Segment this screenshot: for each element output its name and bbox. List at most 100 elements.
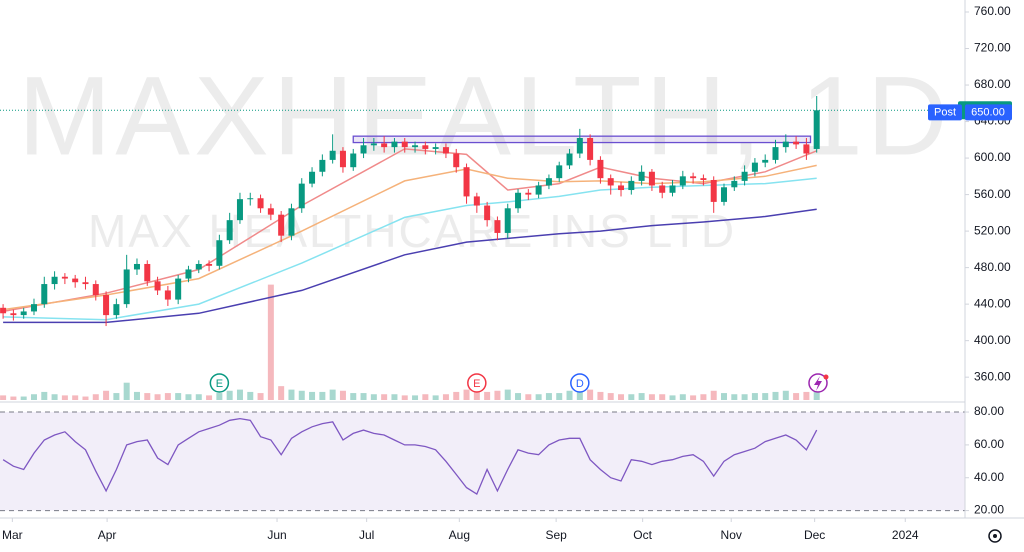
candle-body	[226, 220, 233, 241]
volume-bar	[535, 394, 542, 400]
candle-body	[422, 145, 429, 149]
candle-body	[247, 198, 254, 200]
candle-body	[597, 159, 604, 179]
volume-bar	[216, 393, 223, 400]
volume-bar	[41, 391, 48, 400]
volume-bar	[566, 390, 573, 400]
candle-body	[113, 304, 120, 316]
candle-body	[463, 167, 470, 197]
candle-body	[309, 171, 316, 184]
volume-bar	[556, 393, 563, 400]
candle-body	[175, 278, 182, 300]
gear-icon[interactable]	[988, 529, 1002, 543]
volume-bar	[494, 390, 501, 400]
lightning-icon	[814, 376, 822, 391]
gear-center	[993, 534, 997, 538]
volume-bar	[504, 389, 511, 400]
volume-bar	[103, 390, 110, 400]
event-label: E	[473, 378, 480, 390]
candle-body	[669, 185, 676, 193]
volume-bar	[751, 393, 758, 400]
candle-body	[185, 269, 192, 279]
candle-body	[504, 208, 511, 233]
x-tick-label: Apr	[98, 528, 117, 542]
volume-bar	[690, 395, 697, 400]
event-label: E	[216, 378, 223, 390]
settings-button[interactable]	[988, 529, 1002, 543]
candle-body	[360, 145, 367, 154]
lightning-event[interactable]	[808, 373, 829, 393]
volume-bar	[648, 394, 655, 400]
y-tick-label: 560.00	[974, 187, 1011, 201]
y-tick-label: 680.00	[974, 77, 1011, 91]
event-marker[interactable]	[467, 373, 487, 393]
volume-bar	[360, 393, 367, 400]
volume-bar	[484, 391, 491, 400]
x-tick-label: Jun	[267, 528, 286, 542]
candle-body	[484, 205, 491, 221]
post-tag	[928, 104, 962, 121]
volume-bar	[206, 395, 213, 400]
candle-body	[51, 276, 58, 285]
candle-body	[206, 263, 213, 266]
y-tick-label: 360.00	[974, 369, 1011, 383]
candle-body	[679, 176, 686, 186]
candle-body	[618, 185, 625, 191]
volume-bar	[525, 394, 532, 400]
volume-bar	[329, 389, 336, 400]
y-tick-label: 720.00	[974, 41, 1011, 55]
volume-bar	[803, 391, 810, 400]
rsi-band	[0, 412, 965, 511]
candle-body	[236, 199, 243, 221]
y-tick-label: 400.00	[974, 333, 1011, 347]
volume-bar	[298, 390, 305, 400]
volume-bar	[72, 395, 79, 400]
event-dot	[823, 374, 829, 380]
candle-body	[401, 141, 408, 148]
y-tick-label: 600.00	[974, 150, 1011, 164]
candle-body	[566, 153, 573, 166]
volume-bar	[669, 395, 676, 400]
volume-bar	[813, 386, 820, 400]
candle-body	[257, 198, 264, 209]
volume-bar	[113, 393, 120, 400]
volume-bar	[412, 395, 419, 400]
candle-body	[793, 141, 800, 145]
volume-bar	[793, 393, 800, 400]
volume-bar	[164, 393, 171, 400]
volume-bar	[185, 394, 192, 400]
candle-body	[700, 178, 707, 180]
candle-body	[535, 185, 542, 195]
candle-body	[30, 304, 37, 312]
event-marker[interactable]	[570, 373, 590, 393]
x-tick-label: Oct	[633, 528, 652, 542]
x-tick-label: Sep	[545, 528, 567, 542]
volume-bar	[710, 390, 717, 400]
rsi-y-tick-label: 20.00	[974, 503, 1004, 517]
candle-body	[432, 147, 439, 149]
volume-bar	[638, 393, 645, 400]
candle-body	[556, 165, 563, 179]
post-price-tag	[965, 104, 1012, 121]
volume-bar	[545, 393, 552, 400]
candle-body	[391, 141, 398, 148]
event-marker[interactable]	[209, 373, 230, 393]
candle-body	[103, 295, 110, 316]
volume-bar	[0, 395, 7, 400]
volume-bar	[422, 394, 429, 400]
post-label: Post	[934, 106, 956, 118]
candle-body	[731, 180, 738, 188]
watermark-name: MAX HEALTHCARE INS LTD	[88, 205, 736, 257]
volume-bar	[288, 389, 295, 400]
volume-bar	[30, 394, 37, 400]
candle-body	[690, 176, 697, 179]
candle-body	[329, 150, 336, 160]
candle-body	[195, 263, 202, 270]
rsi-y-tick-label: 60.00	[974, 437, 1004, 451]
candle-body	[525, 192, 532, 195]
candle-body	[350, 153, 357, 168]
candle-body	[133, 263, 140, 270]
volume-bar	[473, 390, 480, 400]
candle-body	[0, 307, 7, 314]
